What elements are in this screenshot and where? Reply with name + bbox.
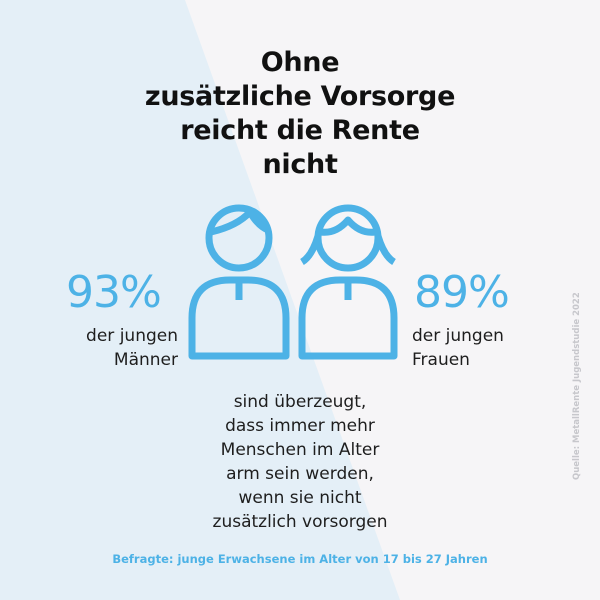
statement-line: wenn sie nicht (238, 488, 362, 508)
men-label-line: der jungen (86, 326, 178, 346)
man-icon (188, 204, 290, 360)
footnote-respondents: Befragte: junge Erwachsene im Alter von … (112, 552, 488, 566)
source-credit: Quelle: MetallRente Jugendstudie 2022 (572, 292, 582, 480)
statement-line: arm sein werden, (226, 464, 374, 484)
statement-line: zusätzlich vorsorgen (212, 512, 388, 532)
men-label-line: Männer (113, 350, 178, 370)
men-label: der jungen Männer (60, 324, 178, 372)
title-line: nicht (262, 149, 338, 180)
woman-icon (298, 204, 398, 360)
title-line: Ohne (260, 47, 340, 78)
women-label: der jungen Frauen (412, 324, 542, 372)
men-percentage: 93% (66, 267, 162, 318)
statement-line: sind überzeugt, (233, 392, 367, 412)
title-line: reicht die Rente (180, 115, 420, 146)
statement-text: sind überzeugt, dass immer mehr Menschen… (190, 390, 410, 534)
title-line: zusätzliche Vorsorge (144, 81, 456, 112)
statement-line: dass immer mehr (225, 416, 375, 436)
women-percentage: 89% (414, 267, 510, 318)
statement-line: Menschen im Alter (220, 440, 380, 460)
women-label-line: Frauen (412, 350, 470, 370)
women-label-line: der jungen (412, 326, 504, 346)
page-title: Ohne zusätzliche Vorsorge reicht die Ren… (100, 46, 500, 182)
